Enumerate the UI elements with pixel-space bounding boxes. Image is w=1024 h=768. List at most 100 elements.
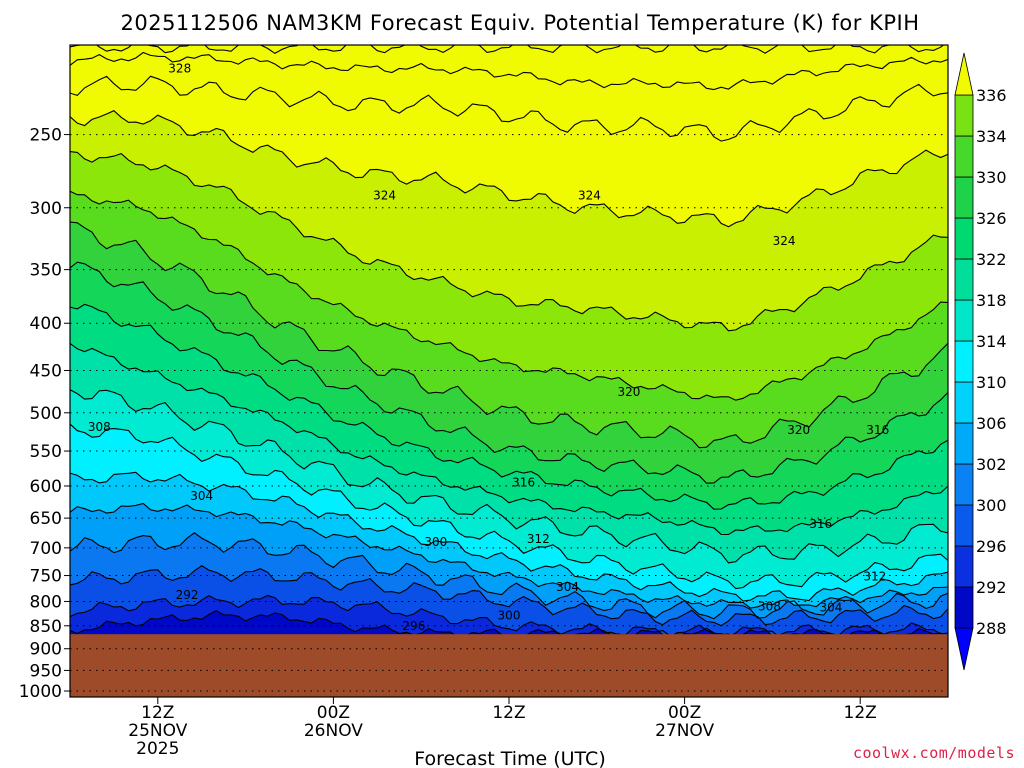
colorbar-tick-label: 296 [976,537,1007,556]
y-tick-label: 600 [30,477,62,497]
x-tick-label: 00Z [317,703,350,723]
colorbar-tick-label: 300 [976,496,1007,515]
contour-line-326 [70,75,948,142]
contour-label: 308 [88,420,111,434]
contour-line-322 [70,151,948,332]
contour-label: 328 [168,61,191,75]
contour-line-296 [70,594,948,638]
credit-text: coolwx.com/models [853,744,1015,762]
chart-title: 2025112506 NAM3KM Forecast Equiv. Potent… [120,11,919,35]
y-tick-label: 400 [30,314,62,334]
contour-label: 304 [190,489,213,503]
y-tick-label: 950 [30,661,62,681]
y-tick-label: 800 [30,592,62,612]
y-tick-label: 500 [30,404,62,424]
colorbar-tick-label: 326 [976,209,1007,228]
y-tick-label: 550 [30,442,62,462]
colorbar-tick-label: 302 [976,455,1007,474]
x-tick-label: 12Z [492,703,525,723]
y-tick-label: 850 [30,617,62,637]
y-tick-label: 300 [30,199,62,219]
x-tick-date: 26NOV [304,721,363,741]
contour-line-300 [70,565,948,627]
contour-line-308 [70,423,948,590]
contour-labels: 328 324 324 324 320 320 316 316 316 312 312 308 308 3… [88,61,889,632]
y-tick-label: 900 [30,640,62,660]
contour-label: 304 [819,600,842,614]
contour-fills [70,45,948,697]
y-tick-label: 1000 [19,682,62,702]
contour-line-306 [70,471,948,602]
contour-line-312 [70,342,948,536]
contour-line-314 [70,303,948,510]
x-tick-label: 00Z [668,703,701,723]
contour-line-304 [70,502,948,609]
colorbar-segment [954,217,974,260]
contour-label: 320 [787,423,810,437]
contour-line-310 [70,389,948,564]
colorbar-segment [954,299,974,342]
x-tick-date: 27NOV [655,721,714,741]
contour-line-328 [70,51,948,91]
contour-line-330 [70,45,945,55]
colorbar-tick-label: 310 [976,373,1007,392]
colorbar-segment [954,176,974,219]
colorbar-tick-label: 292 [976,578,1007,597]
colorbar-tick-label: 336 [976,86,1007,105]
colorbar-segment [954,94,974,137]
colorbar-extend-top [954,52,974,96]
x-tick-date: 25NOV [128,721,187,741]
contour-label: 324 [373,189,396,203]
contour-label: 316 [809,517,832,531]
contour-label: 320 [618,385,641,399]
colorbar-tick-label: 306 [976,414,1007,433]
colorbar-segment [954,463,974,506]
contour-label: 296 [402,619,425,633]
colorbar-segment [954,545,974,588]
terrain-block [70,634,948,697]
y-tick-label: 450 [30,362,62,382]
x-tick-year: 2025 [136,739,179,759]
contour-label: 324 [773,234,796,248]
colorbar-segment [954,135,974,178]
contour-label: 300 [498,608,521,622]
colorbar-tick-label: 330 [976,168,1007,187]
contour-label: 324 [578,189,601,203]
y-tick-label: 750 [30,567,62,587]
colorbar-segment [954,381,974,424]
contour-line-320 [70,190,948,401]
colorbar-tick-label: 314 [976,332,1007,351]
fill-band-328 [70,45,948,90]
colorbar-tick-label: 318 [976,291,1007,310]
colorbar-segment [954,504,974,547]
colorbar-tick-label: 334 [976,127,1007,146]
contour-line-318 [70,221,948,449]
contour-label: 312 [863,570,886,584]
contour-lines [70,45,948,639]
contour-line-324 [70,110,948,228]
colorbar-extend-bottom [954,627,974,671]
y-tick-label: 250 [30,126,62,146]
y-tick-label: 700 [30,539,62,559]
fill-band-330 [70,45,944,54]
colorbar-tick-label: 322 [976,250,1007,269]
contour-line-316 [70,261,948,484]
contour-label: 312 [527,532,550,546]
contour-label: 304 [556,580,579,594]
plot-area: 328 324 324 324 320 320 316 316 316 312 312 308 308 3… [70,45,948,697]
colorbar-segment [954,586,974,629]
contour-label: 292 [176,588,199,602]
colorbar: 288 292 296 300 302 306 310 314 318 322 326 330 334 3… [954,52,1007,671]
colorbar-segment [954,340,974,383]
colorbar-segment [954,422,974,465]
contour-line-302 [70,532,948,620]
colorbar-segment [954,258,974,301]
contour-label: 316 [512,476,535,490]
x-tick-label: 12Z [141,703,174,723]
colorbar-tick-label: 288 [976,619,1007,638]
contour-label: 300 [424,535,447,549]
y-tick-label: 650 [30,509,62,529]
contour-label: 308 [758,599,781,613]
